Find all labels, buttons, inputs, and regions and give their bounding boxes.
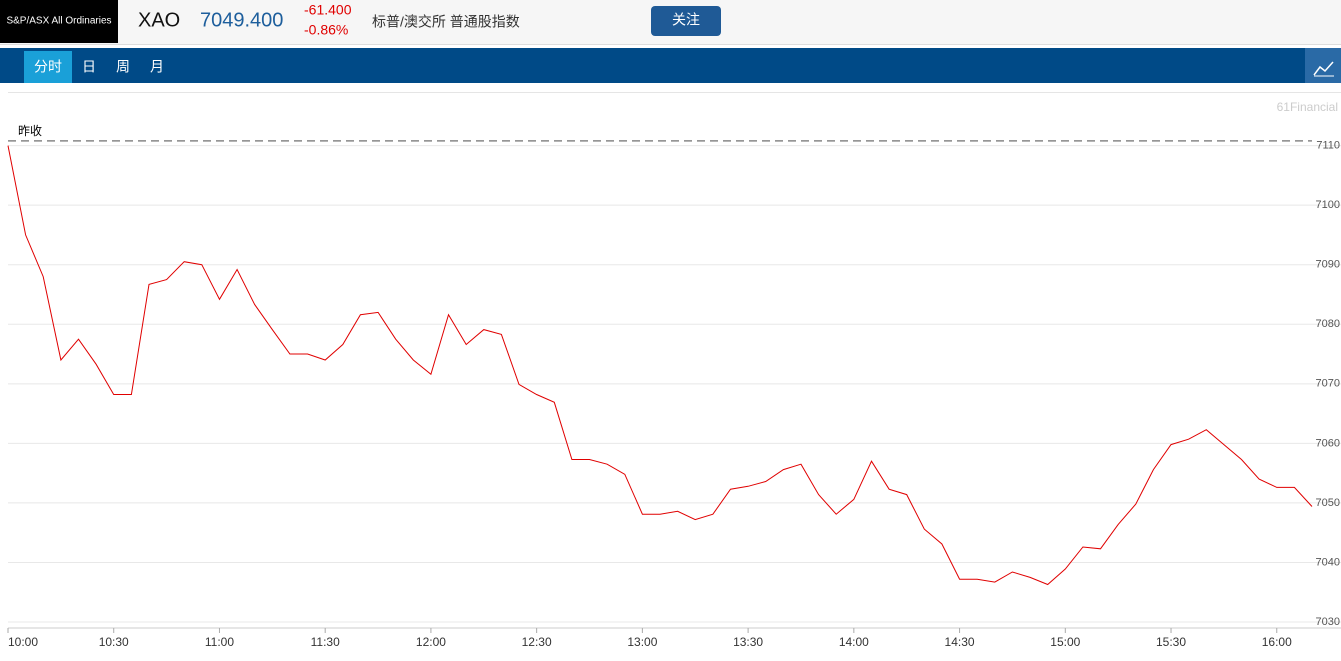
tab[interactable]: 月 [150,59,164,75]
prev-close-label: 昨收 [18,124,42,138]
tab-active-bg[interactable] [24,51,72,83]
index-name: 标普/澳交所 普通股指数 [372,14,520,30]
follow-button-label[interactable]: 关注 [672,12,700,28]
x-tick-label: 15:30 [1156,635,1186,649]
y-tick-label: 7110 [1316,140,1340,152]
chart-icon[interactable] [1313,61,1334,76]
follow-button[interactable] [651,6,721,36]
x-tick-label: 14:00 [839,635,869,649]
x-tick-label: 13:00 [627,635,657,649]
x-tick-label: 11:00 [205,635,234,649]
x-tick-label: 16:00 [1262,635,1292,649]
x-tick-label: 11:30 [311,635,340,649]
y-tick-label: 7100 [1316,199,1340,211]
y-tick-label: 7080 [1316,318,1340,330]
change-pct: -0.86% [304,22,348,38]
nav-bar [0,48,1341,83]
y-tick-label: 7090 [1316,259,1340,271]
x-tick-label: 13:30 [733,635,763,649]
tab[interactable]: 日 [82,59,96,75]
price: 7049.400 [200,9,283,31]
y-tick-label: 7040 [1316,556,1340,568]
y-tick-label: 7070 [1316,378,1340,390]
x-tick-label: 12:30 [522,635,552,649]
x-tick-label: 10:30 [99,635,129,649]
tab[interactable]: 周 [116,59,130,75]
logo: S&P/ASX All Ordinaries [6,16,111,27]
change: -61.400 [304,2,352,18]
symbol: XAO [138,9,180,31]
price-line [7,145,1313,586]
x-tick-label: 14:30 [945,635,975,649]
watermark: 61Financial [1277,100,1338,114]
chart-icon-box[interactable] [1305,48,1341,83]
logo-box [0,0,118,43]
x-tick-label: 12:00 [416,635,446,649]
y-tick-label: 7060 [1316,437,1340,449]
y-tick-label: 7050 [1316,497,1340,509]
x-tick-label: 15:00 [1050,635,1080,649]
y-tick-label: 7030 [1316,616,1340,628]
x-tick-label: 10:00 [8,635,38,649]
tab[interactable]: 分时 [34,59,62,75]
